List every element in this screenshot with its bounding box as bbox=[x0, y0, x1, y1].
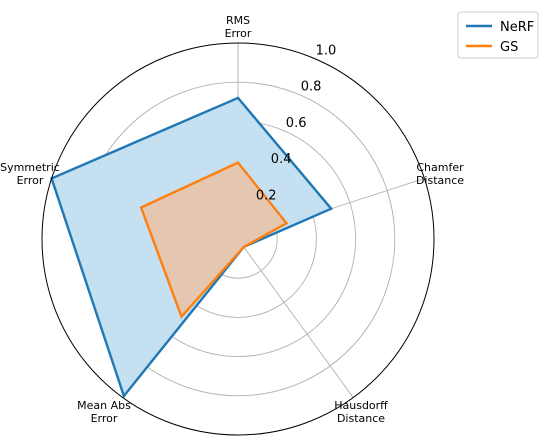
axis-label: Hausdorff bbox=[334, 399, 388, 412]
legend-label: NeRF bbox=[500, 20, 534, 35]
series-area-gs bbox=[139, 161, 289, 319]
axis-label: Error bbox=[225, 27, 252, 40]
axis-label: Mean Abs bbox=[77, 399, 131, 412]
radial-tick-label: 0.2 bbox=[256, 188, 277, 203]
axis-label: Error bbox=[17, 174, 44, 187]
axis-label: RMS bbox=[226, 14, 250, 27]
radial-tick-label: 0.8 bbox=[301, 80, 322, 95]
legend-label: GS bbox=[500, 40, 518, 55]
legend-box bbox=[457, 11, 539, 59]
radial-tick-label: 1.0 bbox=[316, 43, 337, 58]
axis-spoke bbox=[237, 238, 354, 398]
axis-label: Distance bbox=[416, 174, 464, 187]
axis-label: Chamfer bbox=[416, 161, 464, 174]
radial-tick-label: 0.4 bbox=[271, 152, 292, 167]
radial-tick-label: 0.6 bbox=[286, 116, 307, 131]
axis-label: Symmetric bbox=[0, 161, 60, 174]
axis-label: Error bbox=[91, 412, 118, 425]
axis-label: Distance bbox=[337, 412, 385, 425]
outer-frame bbox=[41, 42, 435, 436]
